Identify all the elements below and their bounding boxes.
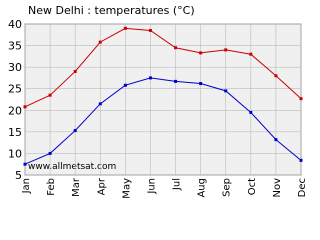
data-point [299,158,303,162]
data-point [224,48,228,52]
x-tick-label: Jan [21,178,32,194]
y-tick-label: 30 [8,61,22,74]
y-tick-label: 20 [8,104,22,117]
y-tick-label: 25 [8,83,22,96]
x-tick-label: May [121,178,132,199]
data-point [249,110,253,114]
data-point [98,102,102,106]
y-tick-label: 5 [15,169,22,182]
data-point [274,138,278,142]
x-tick-label: Nov [272,178,283,198]
x-tick-label: Sep [222,178,233,197]
data-point [174,46,178,50]
data-point [23,105,27,109]
data-point [299,97,303,101]
x-tick-label: Feb [46,178,57,196]
data-point [174,79,178,83]
series-line [24,27,302,108]
data-point [199,82,203,86]
data-point [123,26,127,30]
series-line [24,77,302,165]
x-tick-label: Mar [71,177,82,197]
data-point [148,28,152,32]
chart-title: New Delhi : temperatures (°C) [28,4,195,17]
watermark: www.allmetsat.com [28,162,116,172]
data-point [98,40,102,44]
data-point [224,89,228,93]
y-tick-label: 35 [8,40,22,53]
data-point [48,93,52,97]
x-tick-label: Jun [146,178,157,195]
x-tick-label: Dec [297,178,305,197]
data-point [249,52,253,56]
y-tick-label: 10 [8,147,22,160]
data-point [123,83,127,87]
data-point [274,74,278,78]
y-tick-label: 15 [8,126,22,139]
x-tick-label: Aug [197,178,208,198]
x-tick-label: Oct [247,178,258,195]
data-point [148,76,152,80]
plot-area [24,23,302,176]
data-point [48,151,52,155]
x-tick-label: Jul [172,178,183,191]
data-point [23,162,27,166]
x-tick-label: Apr [96,177,107,195]
y-tick-label: 40 [8,18,22,31]
chart: New Delhi : temperatures (°C) www.allmet… [8,4,308,199]
data-point [73,69,77,73]
data-point [73,129,77,133]
data-point [199,51,203,55]
